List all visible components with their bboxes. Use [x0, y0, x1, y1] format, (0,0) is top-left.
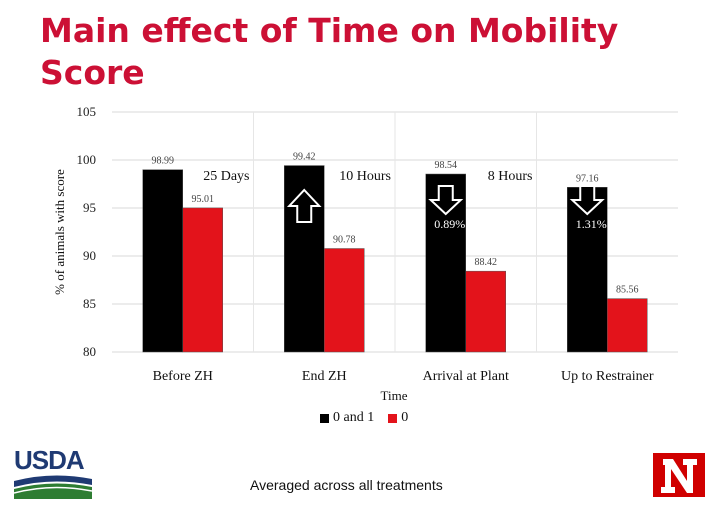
y-tick-label: 100 [77, 152, 97, 167]
data-label: 97.16 [576, 173, 599, 184]
usda-logo-fields [13, 475, 93, 499]
chart-legend: 0 and 1 0 [320, 410, 408, 426]
slide-title: Main effect of Time on Mobility Score [40, 11, 619, 92]
y-axis-label: % of animals with score [52, 169, 67, 295]
data-label: 99.42 [293, 152, 316, 163]
legend-item-0-and-1: 0 and 1 [320, 410, 374, 426]
category-label: Up to Restrainer [561, 369, 654, 384]
interval-annotation: 25 Days [203, 169, 249, 184]
arrow-shape [428, 185, 464, 216]
chart-annotations: 25 Days 10 Hours 8 Hours 0.89% 1.31% [203, 169, 607, 231]
y-tick-label: 80 [83, 344, 96, 359]
arrow-shape [569, 185, 605, 216]
interval-annotation: 10 Hours [339, 169, 391, 184]
interval-annotation: 8 Hours [488, 169, 533, 184]
chart-bars [142, 165, 648, 353]
legend-swatch-red [388, 413, 398, 423]
legend-item-0: 0 [388, 410, 408, 426]
data-label: 98.99 [152, 156, 175, 167]
bar-series-0 [182, 207, 223, 353]
bar-series-0 [465, 270, 506, 353]
bar-series-0 [607, 298, 648, 353]
y-axis-ticks: 80 85 90 95 100 105 [77, 104, 97, 359]
percent-change-label: 1.31% [576, 217, 607, 231]
down-arrow-icon [569, 185, 605, 216]
category-label: Before ZH [153, 369, 213, 384]
x-axis-categories: Before ZH End ZH Arrival at Plant Up to Res… [153, 369, 654, 384]
data-label: 88.42 [475, 257, 498, 268]
data-label: 95.01 [192, 194, 215, 205]
mobility-bar-chart: 80 85 90 95 100 105 98.99 95.01 99.42 90.78 98.54… [52, 104, 678, 403]
category-label: End ZH [302, 369, 347, 384]
down-arrow-icon [428, 185, 464, 216]
bar-series-0 [324, 248, 365, 353]
university-n-logo [653, 453, 705, 497]
y-tick-label: 105 [77, 104, 97, 119]
bar-series-0-and-1 [142, 169, 183, 353]
data-label: 90.78 [333, 235, 356, 246]
chart-data-labels: 98.99 95.01 99.42 90.78 98.54 88.42 97.16 85.56 [152, 152, 639, 296]
y-tick-label: 90 [83, 248, 96, 263]
percent-change-label: 0.89% [434, 217, 465, 231]
legend-label: 0 [401, 410, 409, 425]
data-label: 98.54 [435, 160, 458, 171]
y-tick-label: 85 [83, 296, 96, 311]
footer-note: Averaged across all treatments [250, 477, 443, 493]
legend-label: 0 and 1 [333, 410, 375, 425]
data-label: 85.56 [616, 285, 639, 296]
arrow-shape [286, 188, 322, 223]
up-arrow-icon [286, 188, 322, 223]
legend-swatch-black [320, 413, 329, 423]
usda-logo: USDA [13, 445, 93, 499]
y-tick-label: 95 [83, 200, 96, 215]
category-label: Arrival at Plant [423, 369, 509, 384]
x-axis-label: Time [381, 388, 408, 403]
usda-logo-text: USDA [14, 445, 85, 475]
